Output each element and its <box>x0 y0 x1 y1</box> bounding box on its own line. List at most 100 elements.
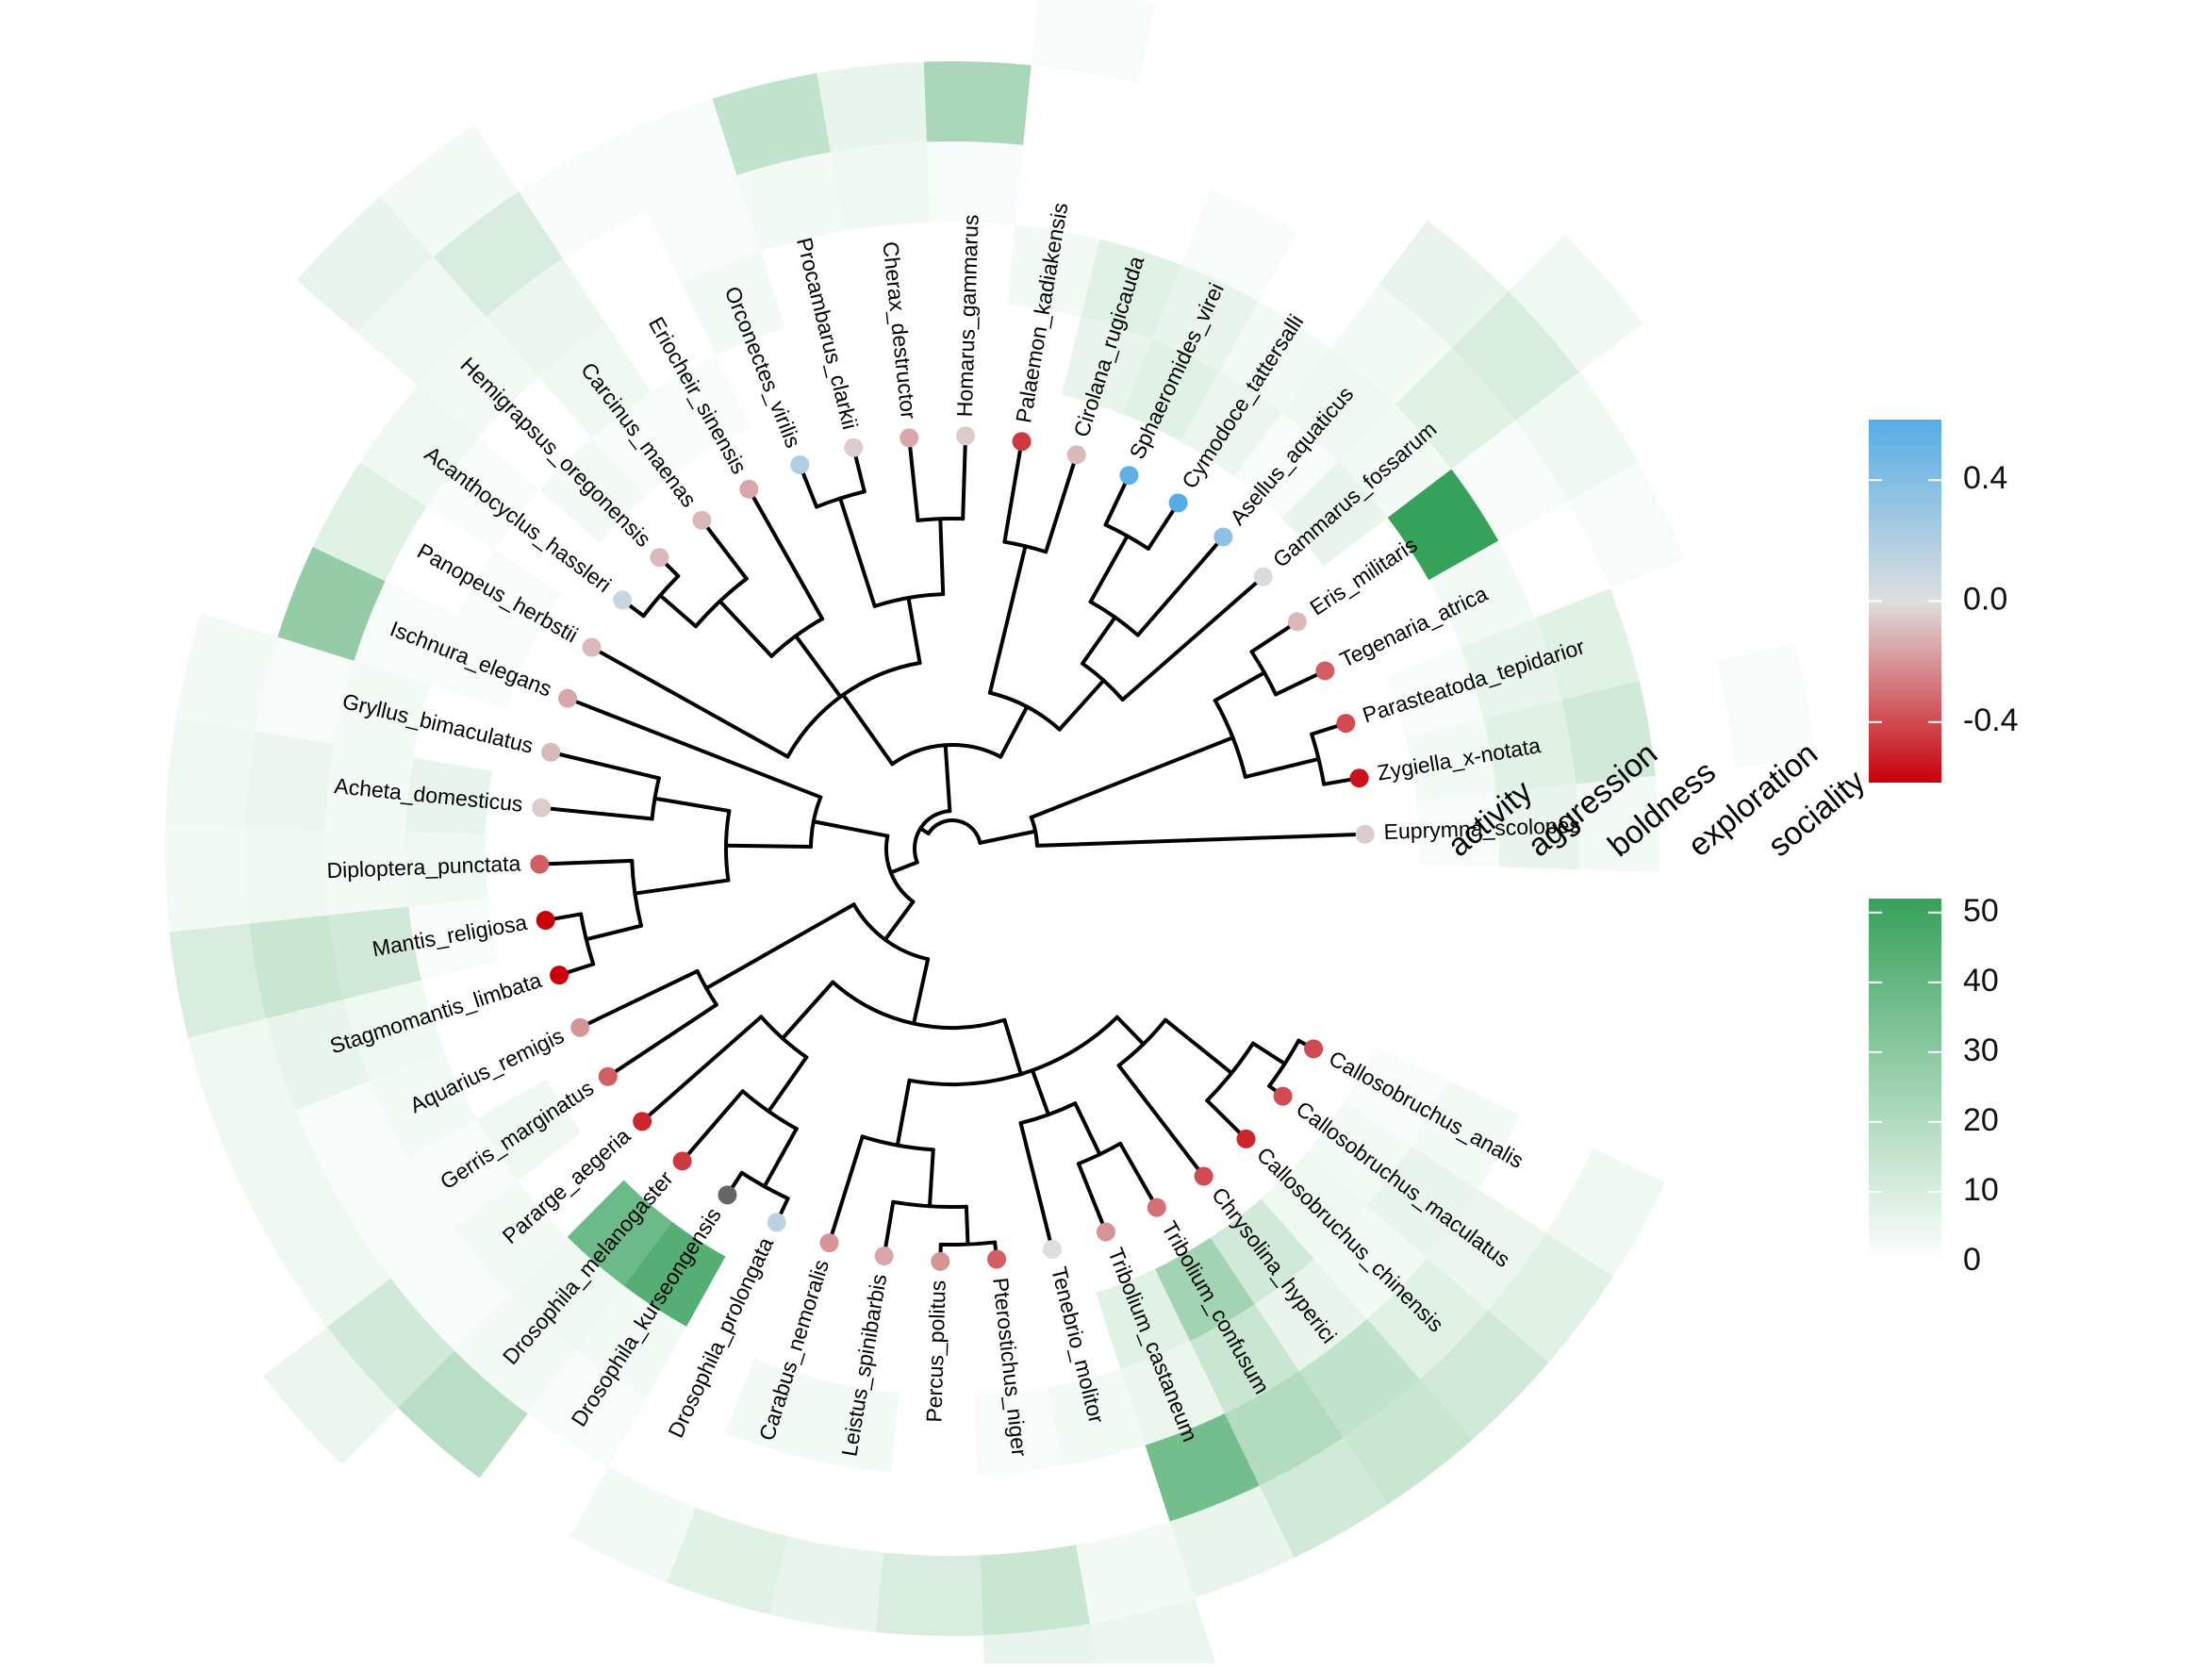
tree-branch <box>1188 834 1358 840</box>
tip-point <box>633 1112 652 1131</box>
tree-branch <box>1000 707 1027 757</box>
tree-branch <box>855 454 865 491</box>
tip-point <box>739 480 758 499</box>
tip-point <box>820 1233 839 1252</box>
tree-branch <box>660 595 696 626</box>
tree-branch <box>1215 672 1264 700</box>
tree-branch <box>644 576 679 616</box>
tree-branch <box>764 904 854 955</box>
heatmap-cell-sociality <box>1032 0 1156 83</box>
tip-point <box>532 799 551 817</box>
tip-point <box>1067 445 1086 464</box>
tree-branch <box>614 1005 716 1073</box>
tree-branch <box>780 1198 788 1215</box>
tip-label: Homarus_gammarus <box>952 214 983 417</box>
tree-branch <box>768 1057 806 1111</box>
legend-estimate: 0.40.0-0.4 <box>1869 420 2019 783</box>
heatmap-cell-boldness <box>245 731 334 830</box>
tree-branch <box>1165 1020 1231 1073</box>
tip-point <box>558 689 577 708</box>
tip-point <box>613 590 632 609</box>
tree-branch <box>783 983 833 1039</box>
tip-point <box>1288 612 1307 631</box>
tree-branch <box>586 971 697 1024</box>
tip-point <box>1147 1198 1166 1217</box>
tree-branch <box>1106 525 1148 549</box>
heatmap-cell-exploration <box>924 61 1032 145</box>
tree-branch <box>910 445 917 520</box>
tree-branch <box>1079 1144 1120 1164</box>
tree-branch <box>1004 1020 1020 1074</box>
tip-point <box>550 966 569 984</box>
tree-branch <box>567 964 594 972</box>
heatmap-cell-boldness <box>831 141 930 230</box>
tree-branch <box>930 1149 933 1206</box>
tree-branch <box>915 811 949 862</box>
tree-branch <box>966 1207 968 1245</box>
tree-branch <box>840 499 875 606</box>
heatmap-cell-exploration <box>980 1544 1090 1635</box>
heatmap-cell-boldness <box>927 141 1023 224</box>
tip-point <box>583 638 602 657</box>
tree-branch <box>1032 737 1233 817</box>
tree-branch <box>1082 618 1115 664</box>
tip-point <box>1315 661 1334 680</box>
tip-points <box>530 426 1374 1271</box>
tip-point <box>844 438 863 457</box>
tree-branch <box>629 604 644 616</box>
tree-branch <box>558 754 659 779</box>
tree-branch <box>1119 1065 1199 1170</box>
legend-tick-label: 50 <box>1963 893 1999 929</box>
tree-branch <box>946 745 950 811</box>
tip-point <box>1336 714 1355 733</box>
tree-branch <box>698 971 717 1005</box>
tree-branch <box>1251 626 1291 652</box>
tip-point <box>1356 825 1375 844</box>
tree-branch <box>963 443 966 519</box>
tip-point <box>1274 1087 1293 1106</box>
tip-label: Procambarus_clarkii <box>792 235 863 432</box>
tree-branch <box>1075 1103 1099 1154</box>
tip-point <box>1304 1039 1323 1058</box>
heatmap-cell-exploration <box>817 62 927 153</box>
heatmap-cell-boldness <box>245 827 329 923</box>
tip-point <box>1013 432 1032 451</box>
tree-branch <box>1046 462 1074 552</box>
tree-branch <box>1106 482 1126 524</box>
tree-branch <box>898 1081 910 1146</box>
tree-branch <box>1148 509 1174 549</box>
tip-point <box>1254 568 1273 586</box>
tree-branch <box>891 863 917 873</box>
tip-point <box>541 743 560 762</box>
tip-point <box>650 548 669 567</box>
heatmap-cell-exploration <box>769 1537 883 1633</box>
tip-point <box>718 1185 736 1204</box>
tree-branch <box>1312 726 1339 735</box>
tip-point <box>931 1252 949 1271</box>
tree-branch <box>980 832 1035 843</box>
tree-branch <box>1060 681 1104 730</box>
tree-branch <box>742 1173 788 1198</box>
tree-branch <box>885 901 914 939</box>
legend-tick-label: -0.4 <box>1963 702 2019 738</box>
tree-branch <box>765 1129 797 1186</box>
tree-branch <box>720 602 772 656</box>
tree-branch <box>1276 674 1318 695</box>
tree-branch <box>752 496 822 619</box>
tip-point <box>1237 1130 1256 1148</box>
tip-point <box>673 1151 692 1170</box>
tree-branch <box>761 1016 806 1057</box>
heatmap-cell-exploration <box>165 718 255 827</box>
legend-counts-bar <box>1869 899 1941 1262</box>
tree-branch <box>648 1016 761 1116</box>
tree-branch <box>599 651 788 756</box>
tip-point <box>956 426 975 445</box>
tree-branch <box>706 526 746 579</box>
tree-branch <box>706 956 764 989</box>
tree-branch <box>1082 664 1123 700</box>
tree-branch <box>929 820 981 843</box>
tree-branch <box>802 471 817 506</box>
tree-branch <box>990 546 1026 693</box>
